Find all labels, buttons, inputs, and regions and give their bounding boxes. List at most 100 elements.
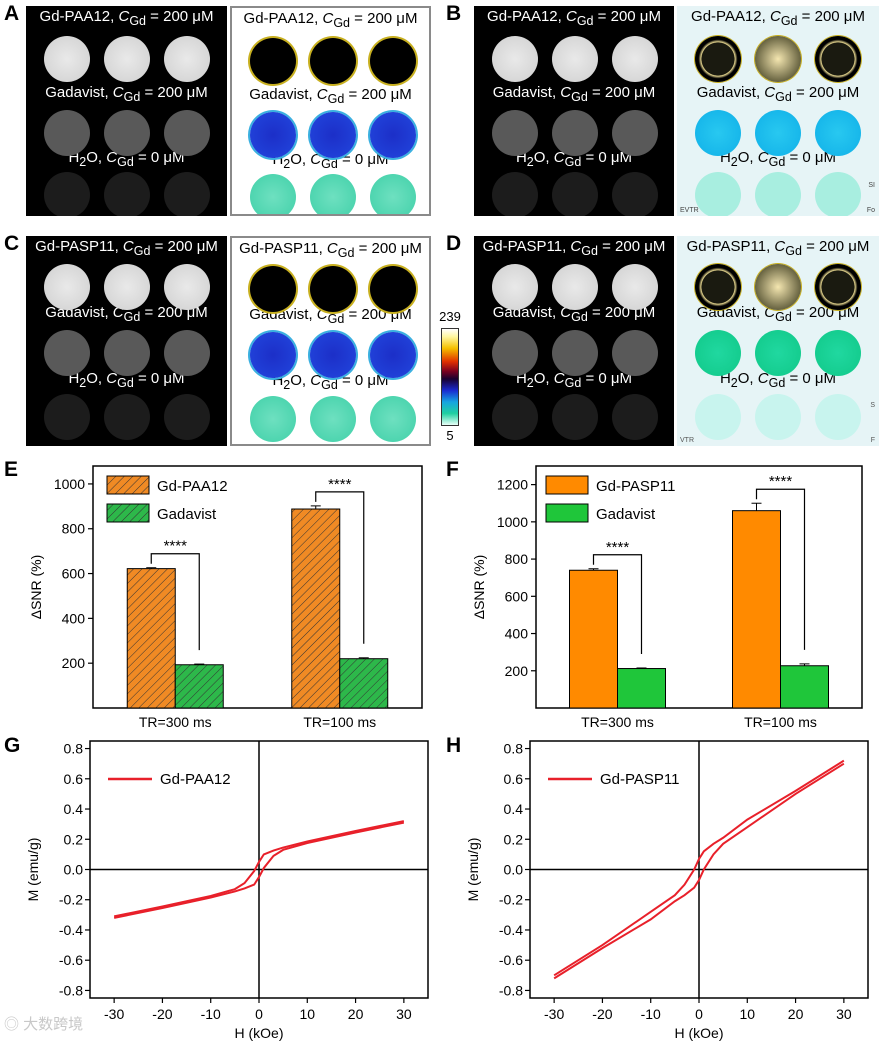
mri-label-row3: H2O, CGd = 0 μM bbox=[719, 149, 837, 169]
mri-label-row2: Gadavist, CGd = 200 μM bbox=[492, 84, 656, 104]
y-tick-label: 600 bbox=[505, 588, 529, 604]
hysteresis-upper-branch bbox=[553, 759, 845, 977]
chart-f: 200 400 600 800 1000 1200 ΔSNR (%) TR=300 ms ***… bbox=[471, 465, 863, 730]
colorbar bbox=[441, 328, 459, 426]
phantom-tube bbox=[612, 264, 658, 310]
significance-marker: **** bbox=[769, 473, 793, 490]
y-tick-label: 200 bbox=[505, 663, 529, 679]
legend-label: Gd-PAA12 bbox=[157, 478, 228, 495]
significance-marker: **** bbox=[164, 538, 188, 555]
mri-label-row1: Gd-PAA12, CGd = 200 μM bbox=[39, 8, 214, 28]
panel-label-d: D bbox=[446, 232, 462, 255]
phantom-tube bbox=[250, 332, 296, 378]
phantom-tube bbox=[164, 36, 210, 82]
bar-gd-pasp11 bbox=[569, 569, 618, 709]
phantom-tube bbox=[492, 394, 538, 440]
mri-label-row2: Gadavist, CGd = 200 μM bbox=[45, 84, 208, 104]
panel-label-g: G bbox=[4, 734, 21, 757]
panel-label-b: B bbox=[446, 2, 462, 25]
phantom-tube bbox=[612, 394, 658, 440]
bar-gadavist bbox=[617, 668, 666, 709]
y-tick-label: -0.6 bbox=[59, 952, 83, 968]
legend-swatch bbox=[106, 503, 150, 523]
phantom-tube bbox=[44, 264, 90, 310]
y-tick-label: -0.4 bbox=[59, 922, 83, 938]
phantom-tube bbox=[492, 330, 538, 376]
x-tick-label: -10 bbox=[641, 1006, 661, 1022]
mri-label-row1: Gd-PASP11, CGd = 200 μM bbox=[35, 238, 218, 258]
x-tick-label: TR=300 ms bbox=[581, 714, 654, 730]
phantom-tube bbox=[815, 264, 861, 310]
legend-swatch bbox=[545, 503, 589, 523]
phantom-tube bbox=[755, 394, 801, 440]
y-tick-label: 0.0 bbox=[64, 862, 84, 878]
mri-label-row2: Gadavist, CGd = 200 μM bbox=[696, 84, 860, 104]
phantom-tube bbox=[164, 172, 210, 216]
chart-h: -0.8 -0.6 -0.4 -0.2 0.0 0.2 0.4 0.6 0.8 -30 -20 -10… bbox=[465, 740, 869, 1041]
bar-gadavist bbox=[780, 665, 829, 709]
phantom-tube bbox=[815, 110, 861, 156]
x-axis-title: H (kOe) bbox=[235, 1025, 284, 1041]
mri-label-row3: H2O, CGd = 0 μM bbox=[272, 151, 389, 171]
phantom-tube bbox=[492, 172, 538, 216]
legend-label: Gadavist bbox=[596, 506, 656, 523]
phantom-tube bbox=[250, 266, 296, 312]
phantom-tube bbox=[370, 38, 416, 84]
mri-corner-text: S bbox=[870, 402, 875, 409]
phantom-tube bbox=[492, 264, 538, 310]
phantom-tube bbox=[552, 110, 598, 156]
phantom-tube bbox=[104, 264, 150, 310]
x-tick-label: -20 bbox=[592, 1006, 612, 1022]
x-tick-label: -30 bbox=[544, 1006, 564, 1022]
phantom-tube bbox=[310, 266, 356, 312]
hysteresis-upper-branch bbox=[113, 820, 405, 918]
y-tick-label: 800 bbox=[505, 551, 529, 567]
y-tick-label: -0.4 bbox=[499, 922, 523, 938]
panel-label-c: C bbox=[4, 232, 20, 255]
phantom-tube bbox=[695, 330, 741, 376]
y-tick-label: 1000 bbox=[54, 476, 85, 492]
mri-label-row1: Gd-PASP11, CGd = 200 μM bbox=[239, 240, 422, 260]
mri-d-colormap: Gd-PASP11, CGd = 200 μM Gadavist, CGd = … bbox=[677, 236, 879, 446]
mri-label-row1: Gd-PASP11, CGd = 200 μM bbox=[482, 238, 666, 258]
phantom-tube bbox=[310, 332, 356, 378]
hysteresis-lower-branch bbox=[113, 821, 405, 919]
phantom-tube bbox=[552, 264, 598, 310]
mri-b-colormap: Gd-PAA12, CGd = 200 μM Gadavist, CGd = 2… bbox=[677, 6, 879, 216]
x-tick-label: 20 bbox=[788, 1006, 804, 1022]
x-tick-label: 10 bbox=[299, 1006, 315, 1022]
panel-label-f: F bbox=[446, 458, 459, 481]
phantom-tube bbox=[492, 110, 538, 156]
phantom-tube bbox=[104, 36, 150, 82]
bar-gd-pasp11 bbox=[732, 510, 781, 709]
phantom-tube bbox=[370, 266, 416, 312]
phantom-tube bbox=[755, 264, 801, 310]
y-tick-label: 600 bbox=[62, 566, 86, 582]
significance-bracket bbox=[315, 491, 365, 644]
phantom-tube bbox=[164, 330, 210, 376]
y-tick-label: 0.2 bbox=[64, 831, 84, 847]
colorbar-min-label: 5 bbox=[446, 428, 454, 443]
phantom-tube bbox=[695, 36, 741, 82]
phantom-tube bbox=[250, 112, 296, 158]
y-tick-label: 800 bbox=[62, 521, 86, 537]
mri-d-grayscale: Gd-PASP11, CGd = 200 μM Gadavist, CGd = … bbox=[474, 236, 674, 446]
phantom-tube bbox=[164, 264, 210, 310]
bar-gadavist bbox=[174, 664, 224, 709]
panel-label-a: A bbox=[4, 2, 20, 25]
phantom-tube bbox=[695, 110, 741, 156]
mri-corner-text: Fo bbox=[866, 207, 875, 214]
y-tick-label: 400 bbox=[505, 626, 529, 642]
y-tick-label: 0.0 bbox=[504, 862, 524, 878]
y-tick-label: 0.4 bbox=[64, 801, 84, 817]
x-tick-label: -10 bbox=[201, 1006, 221, 1022]
legend-swatch bbox=[106, 475, 150, 495]
panel-label-h: H bbox=[446, 734, 462, 757]
mri-a-grayscale: Gd-PAA12, CGd = 200 μM Gadavist, CGd = 2… bbox=[26, 6, 227, 216]
watermark-text: 大数跨境 bbox=[23, 1016, 84, 1033]
colorbar-max-label: 239 bbox=[439, 309, 461, 324]
phantom-tube bbox=[164, 110, 210, 156]
significance-marker: **** bbox=[606, 539, 630, 556]
chart-g: -0.8 -0.6 -0.4 -0.2 0.0 0.2 0.4 0.6 0.8 -30 -20 -10… bbox=[25, 740, 429, 1041]
phantom-tube bbox=[104, 172, 150, 216]
